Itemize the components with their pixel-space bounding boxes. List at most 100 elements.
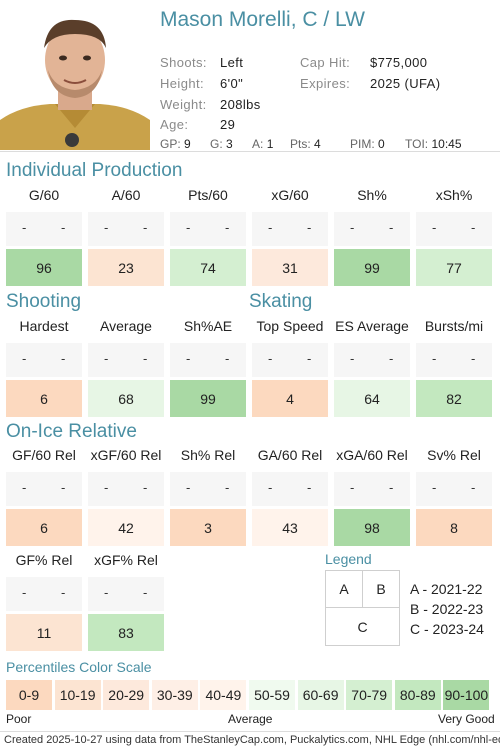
expires-label: Expires: xyxy=(300,76,351,91)
skating-title: Skating xyxy=(249,291,313,312)
stat-label: G/60 xyxy=(28,187,60,203)
onice-stat-5: Sv% Rel - -8 xyxy=(416,447,492,546)
stat-value: 83 xyxy=(88,614,164,651)
stat-value: 31 xyxy=(252,249,328,286)
stat-season-a: - xyxy=(22,585,27,600)
weight-label: Weight: xyxy=(160,97,207,112)
pts-label: Pts: xyxy=(290,137,311,151)
stat-season-b: - xyxy=(61,480,66,495)
stat-label: xGF% Rel xyxy=(94,552,158,568)
pim-value: 0 xyxy=(378,137,385,151)
individual-stat-0: G/60- -96 xyxy=(6,187,82,286)
stat-season-b: - xyxy=(471,351,476,366)
stat-season-b: - xyxy=(225,480,230,495)
individual-stat-4: Sh% - -99 xyxy=(334,187,410,286)
stat-season-b: - xyxy=(143,585,148,600)
stat-season-a: - xyxy=(104,220,109,235)
stat-prior-seasons: -- xyxy=(252,343,328,377)
stat-prior-seasons: -- xyxy=(334,343,410,377)
legend-text-b: B - 2022-23 xyxy=(410,601,484,617)
stat-season-a: - xyxy=(268,351,273,366)
onice2-stat-1: xGF% Rel - -83 xyxy=(88,552,164,651)
stat-prior-seasons: -- xyxy=(88,343,164,377)
onice-stat-4: xGA/60 Rel - -98 xyxy=(334,447,410,546)
stat-label: ES Average xyxy=(335,318,409,334)
stat-season-a: - xyxy=(22,351,27,366)
shoots-value: Left xyxy=(220,55,244,70)
stat-prior-seasons: -- xyxy=(416,343,492,377)
stat-season-a: - xyxy=(268,220,273,235)
stat-season-a: - xyxy=(22,220,27,235)
shoots-label: Shoots: xyxy=(160,55,207,70)
player-photo xyxy=(0,8,150,150)
stat-prior-seasons: -- xyxy=(88,577,164,611)
stat-season-b: - xyxy=(61,351,66,366)
height-value: 6'0" xyxy=(220,76,244,91)
stat-prior-seasons: -- xyxy=(170,212,246,246)
scale-cell-30-39: 30-39 xyxy=(151,680,198,710)
stat-prior-seasons: -- xyxy=(88,472,164,506)
stat-label: Average xyxy=(100,318,152,334)
stat-prior-seasons: -- xyxy=(416,212,492,246)
stat-value: 98 xyxy=(334,509,410,546)
stat-season-a: - xyxy=(432,351,437,366)
stat-prior-seasons: -- xyxy=(252,472,328,506)
footer-divider xyxy=(0,731,500,732)
stat-value: 8 xyxy=(416,509,492,546)
color-scale-title: Percentiles Color Scale xyxy=(6,659,152,675)
stat-value: 6 xyxy=(6,380,82,417)
legend-text-c: C - 2023-24 xyxy=(410,621,484,637)
stat-label: xGA/60 Rel xyxy=(336,447,408,463)
age-label: Age: xyxy=(160,117,189,132)
stat-season-a: - xyxy=(268,480,273,495)
stat-season-a: - xyxy=(186,480,191,495)
legend-text-a: A - 2021-22 xyxy=(410,581,483,597)
skating-stat-1: ES Average - -64 xyxy=(334,318,410,417)
stat-label: Sh% xyxy=(357,187,387,203)
stat-value: 3 xyxy=(170,509,246,546)
gp-label: GP: xyxy=(160,137,181,151)
stat-prior-seasons: -- xyxy=(88,212,164,246)
expires-value: 2025 (UFA) xyxy=(370,76,441,91)
skating-stat-0: Top Speed - -4 xyxy=(252,318,328,417)
stat-season-a: - xyxy=(186,220,191,235)
scale-cell-90-100: 90-100 xyxy=(443,680,490,710)
stat-label: Pts/60 xyxy=(188,187,228,203)
scale-cell-60-69: 60-69 xyxy=(297,680,344,710)
stat-season-a: - xyxy=(104,480,109,495)
stat-season-b: - xyxy=(225,351,230,366)
stat-season-a: - xyxy=(432,220,437,235)
gp-value: 9 xyxy=(184,137,191,151)
g-value: 3 xyxy=(226,137,233,151)
scale-cell-50-59: 50-59 xyxy=(249,680,295,710)
stat-season-a: - xyxy=(104,585,109,600)
footer-credits: Created 2025-10-27 using data from TheSt… xyxy=(4,734,500,746)
skating-stat-2: Bursts/mi - -82 xyxy=(416,318,492,417)
a-label: A: xyxy=(252,137,264,151)
stat-value: 77 xyxy=(416,249,492,286)
stat-value: 23 xyxy=(88,249,164,286)
stat-season-a: - xyxy=(350,480,355,495)
individual-stat-3: xG/60- -31 xyxy=(252,187,328,286)
scale-cell-20-29: 20-29 xyxy=(103,680,150,710)
caphit-value: $775,000 xyxy=(370,55,428,70)
stat-label: Top Speed xyxy=(256,318,324,334)
scale-label-average: Average xyxy=(228,712,273,726)
stat-season-b: - xyxy=(389,351,394,366)
age-value: 29 xyxy=(220,117,236,132)
scale-cell-70-79: 70-79 xyxy=(346,680,393,710)
stat-prior-seasons: -- xyxy=(170,343,246,377)
scale-cell-40-49: 40-49 xyxy=(200,680,247,710)
individual-stat-5: xSh% - -77 xyxy=(416,187,492,286)
stat-season-a: - xyxy=(432,480,437,495)
stat-prior-seasons: -- xyxy=(252,212,328,246)
stat-value: 99 xyxy=(334,249,410,286)
individual-stat-2: Pts/60- -74 xyxy=(170,187,246,286)
onice2-stat-0: GF% Rel - -11 xyxy=(6,552,82,651)
stat-prior-seasons: -- xyxy=(334,472,410,506)
stat-value: 82 xyxy=(416,380,492,417)
stat-season-b: - xyxy=(307,480,312,495)
stat-season-a: - xyxy=(186,351,191,366)
toi-label: TOI: xyxy=(405,137,429,151)
stat-value: 4 xyxy=(252,380,328,417)
